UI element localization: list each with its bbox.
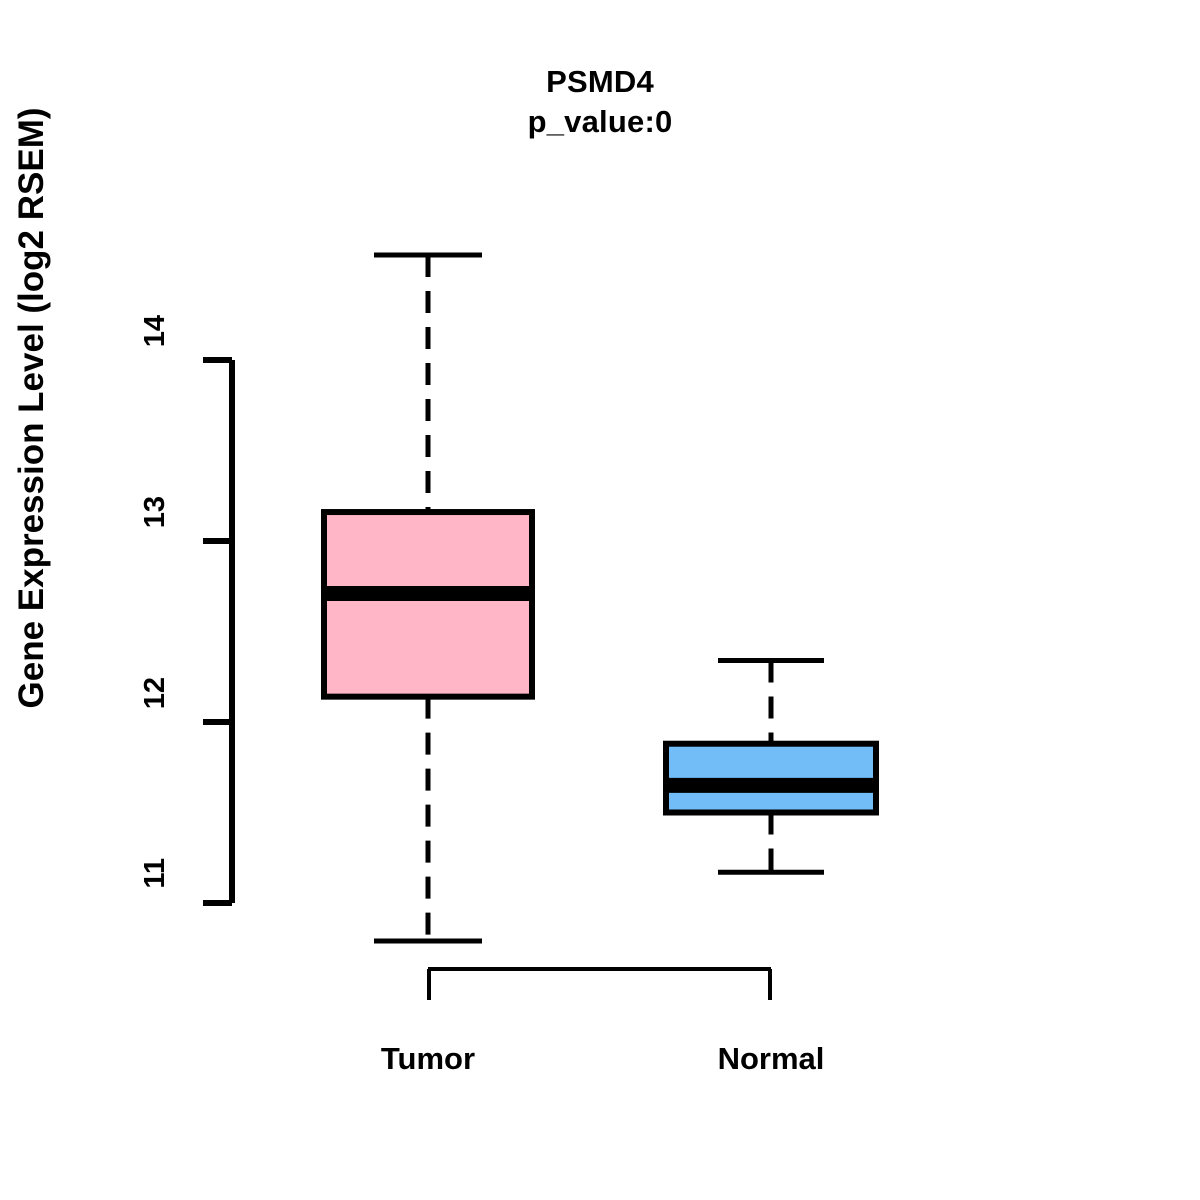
chart-subtitle: p_value:0 [527,103,673,139]
box-tumor [321,252,535,944]
box-rect [321,509,535,700]
chart-title: PSMD4 [546,64,654,99]
chart-title-block: PSMD4 p_value:0 [0,62,1200,141]
x-tick-label-tumor: Tumor [380,1041,476,1076]
box-normal [663,657,879,875]
boxes-layer [321,252,879,944]
axes-layer [203,357,772,1000]
x-tick-label-normal: Normal [717,1041,825,1076]
